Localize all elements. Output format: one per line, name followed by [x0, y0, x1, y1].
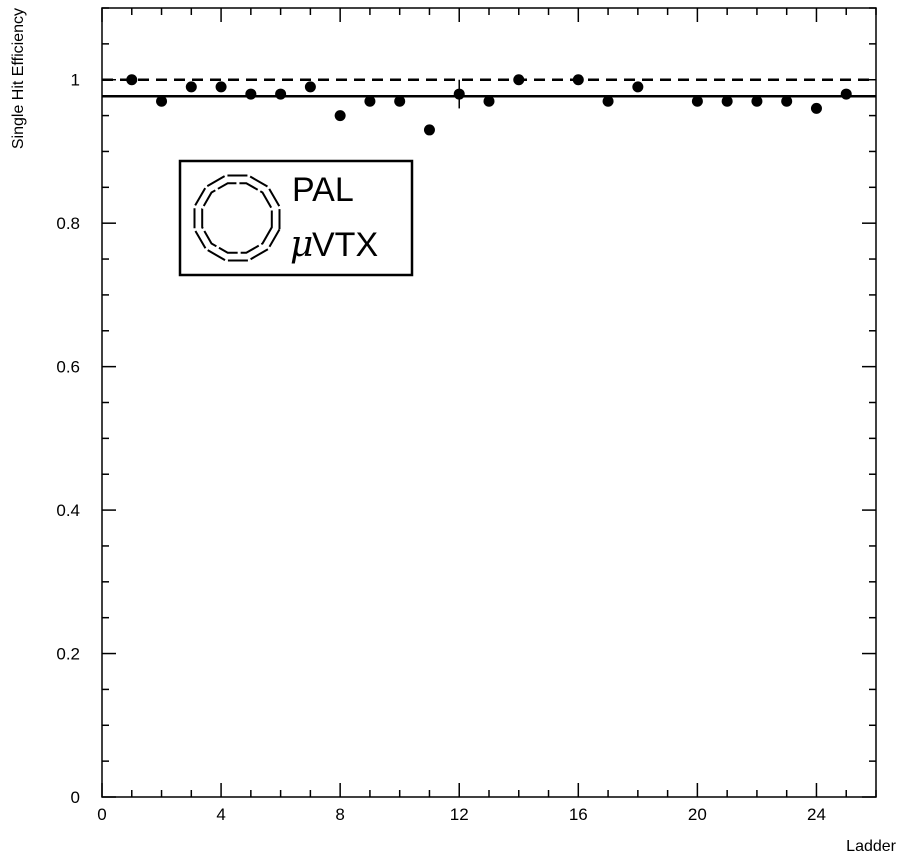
data-point: [304, 81, 316, 93]
data-point: [513, 74, 525, 86]
data-point: [423, 124, 435, 136]
data-point: [394, 95, 406, 107]
y-tick-label: 0.2: [56, 645, 80, 664]
data-point: [840, 88, 852, 100]
y-axis-title: Single Hit Efficiency: [10, 8, 27, 149]
y-tick-label: 0.6: [56, 358, 80, 377]
y-tick-label: 0.8: [56, 214, 80, 233]
data-point: [215, 81, 227, 93]
x-tick-label: 0: [97, 805, 106, 824]
y-tick-label: 0.4: [56, 501, 80, 520]
logo-text-vtx: VTX: [312, 226, 378, 264]
logo-ring-icon: [193, 174, 281, 262]
data-point: [275, 88, 287, 100]
data-point: [483, 95, 495, 107]
x-tick-label: 4: [216, 805, 225, 824]
x-tick-label: 8: [335, 805, 344, 824]
y-tick-label: 0: [71, 788, 80, 807]
data-point: [364, 95, 376, 107]
logo-text-pal: PAL: [292, 171, 354, 209]
data-point: [751, 95, 763, 107]
data-point: [185, 81, 197, 93]
x-tick-label: 12: [450, 805, 469, 824]
x-tick-label: 24: [807, 805, 826, 824]
data-point: [602, 95, 614, 107]
axis-tick-labels: 0 4 8 12 16 20 24 0 0.2 0.4 0.6 0.8 1: [56, 71, 826, 824]
data-point: [245, 88, 257, 100]
data-point: [572, 74, 584, 86]
inner-ring: [201, 182, 273, 254]
plot-frame: [101, 7, 877, 798]
x-tick-label: 16: [569, 805, 588, 824]
data-point: [156, 95, 168, 107]
data-point: [781, 95, 793, 107]
data-point: [632, 81, 644, 93]
y-tick-label: 1: [71, 71, 80, 90]
x-axis-title: Ladder: [846, 838, 896, 855]
data-point: [691, 95, 703, 107]
data-point: [721, 95, 733, 107]
data-point: [126, 74, 138, 86]
pal-uvtx-logo: PAL μ VTX: [178, 159, 414, 277]
x-tick-label: 20: [688, 805, 707, 824]
data-point: [810, 102, 822, 114]
data-point: [334, 110, 346, 122]
logo-mu-symbol: μ: [290, 224, 313, 265]
data-points: [126, 74, 852, 136]
axis-ticks: [101, 7, 877, 798]
